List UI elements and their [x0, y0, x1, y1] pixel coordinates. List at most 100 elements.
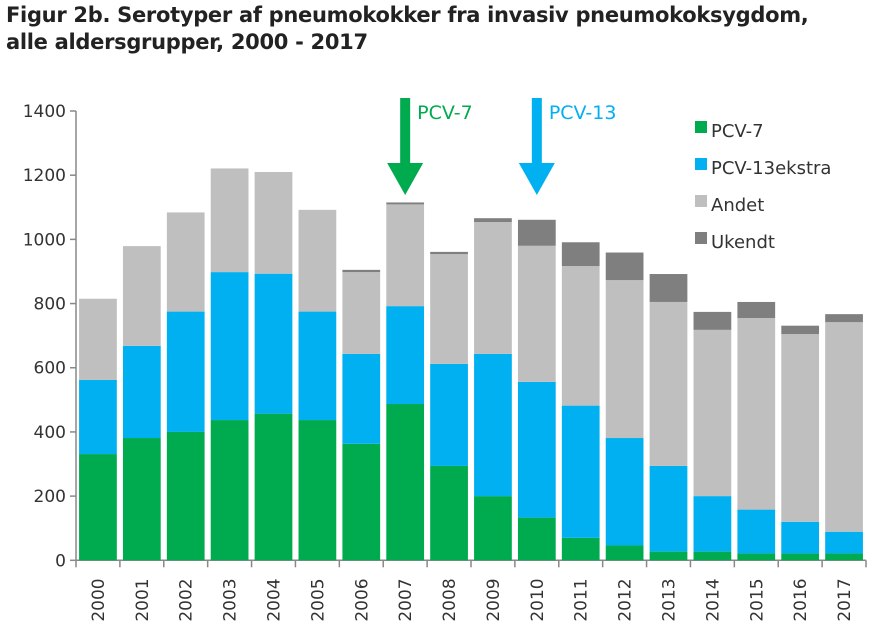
bar-segment-pcv-7-2001	[122, 438, 161, 561]
bar-segment-andet-2013	[649, 301, 688, 466]
x-tick-label: 2017	[835, 578, 855, 621]
bar-segment-pcv-13ekstra-2017	[825, 531, 863, 554]
x-tick-label: 2013	[660, 578, 680, 621]
bar-segment-pcv-7-2005	[298, 420, 337, 561]
bar-segment-pcv-13ekstra-2003	[210, 272, 249, 421]
bar-segment-andet-2004	[254, 171, 293, 274]
bar-segment-ukendt-2016	[781, 325, 820, 335]
bar-segment-pcv-13ekstra-2011	[561, 405, 600, 538]
bar-segment-andet-2003	[210, 168, 249, 273]
bar-segment-pcv-7-2006	[342, 443, 381, 561]
down-arrow-icon-shaft	[400, 98, 411, 164]
legend-label-andet: Andet	[711, 195, 764, 216]
bar-segment-pcv-13ekstra-2015	[737, 509, 776, 554]
down-arrow-icon	[387, 163, 424, 195]
bar-segment-pcv-7-2003	[210, 420, 249, 561]
bar-segment-andet-2011	[561, 266, 600, 406]
x-tick-label: 2005	[308, 578, 328, 621]
bar-segment-pcv-7-2007	[386, 404, 425, 561]
x-tick-label: 2003	[221, 578, 241, 621]
annotation-pcv-13: PCV-13	[549, 102, 617, 124]
bar-segment-pcv-13ekstra-2010	[517, 381, 556, 518]
x-tick-label: 2002	[177, 578, 197, 621]
legend-swatch	[695, 195, 707, 207]
bar-segment-pcv-13ekstra-2014	[693, 496, 732, 552]
bar-segment-pcv-7-2004	[254, 413, 293, 561]
x-tick-label: 2006	[352, 578, 372, 621]
bar-segment-andet-2007	[386, 204, 425, 307]
x-tick-label: 2008	[440, 578, 460, 621]
legend-label-pcv-13ekstra: PCV-13ekstra	[711, 158, 831, 179]
y-tick-label: 0	[55, 551, 66, 571]
legend-swatch	[695, 158, 707, 170]
bar-segment-pcv-7-2002	[166, 431, 205, 561]
bar-segment-andet-2000	[79, 298, 117, 380]
bar-segment-pcv-13ekstra-2007	[386, 306, 425, 405]
title-line-2: alle aldersgrupper, 2000 - 2017	[6, 30, 368, 54]
bar-segment-pcv-13ekstra-2009	[474, 353, 512, 497]
x-tick-label: 2012	[616, 578, 636, 621]
y-tick-label: 400	[34, 423, 66, 443]
legend-label-ukendt: Ukendt	[711, 232, 775, 253]
annotation-pcv-7: PCV-7	[417, 102, 473, 124]
x-tick-label: 2004	[265, 578, 285, 621]
bar-segment-andet-2010	[517, 245, 556, 382]
bar-segment-ukendt-2015	[737, 301, 776, 318]
bar-segment-ukendt-2009	[474, 218, 512, 223]
x-tick-label: 2015	[747, 578, 767, 621]
bar-segment-ukendt-2007	[386, 202, 425, 205]
bar-segment-ukendt-2010	[517, 219, 556, 246]
bar-segment-ukendt-2011	[561, 242, 600, 267]
bar-segment-pcv-13ekstra-2002	[166, 311, 205, 432]
bar-segment-ukendt-2008	[430, 251, 468, 255]
down-arrow-icon-shaft	[531, 98, 542, 164]
bar-segment-andet-2016	[781, 334, 820, 522]
bar-segment-pcv-7-2015	[737, 553, 776, 561]
title-line-1: Figur 2b. Serotyper af pneumokokker fra …	[6, 3, 809, 27]
bar-segment-pcv-7-2011	[561, 537, 600, 561]
bar-segment-pcv-7-2010	[517, 517, 556, 561]
bar-segment-pcv-7-2000	[79, 454, 117, 561]
bar-segment-pcv-7-2017	[825, 553, 863, 561]
bar-segment-pcv-7-2008	[430, 465, 468, 561]
bar-segment-andet-2008	[430, 254, 468, 364]
bar-segment-pcv-13ekstra-2000	[79, 379, 117, 455]
bar-segment-pcv-13ekstra-2004	[254, 273, 293, 414]
bar-segment-andet-2005	[298, 209, 337, 312]
legend-swatch	[695, 232, 707, 244]
bar-segment-ukendt-2012	[605, 252, 644, 281]
bar-segment-pcv-7-2013	[649, 551, 688, 561]
y-tick-label: 200	[34, 487, 66, 507]
bar-segment-andet-2012	[605, 280, 644, 439]
bar-segment-pcv-7-2016	[781, 553, 820, 561]
bar-segment-pcv-13ekstra-2006	[342, 353, 381, 444]
legend-swatch	[695, 121, 707, 133]
bar-segment-andet-2001	[122, 246, 161, 346]
y-tick-label: 800	[34, 295, 66, 315]
bar-segment-pcv-13ekstra-2013	[649, 465, 688, 552]
bar-segment-pcv-13ekstra-2016	[781, 521, 820, 554]
x-tick-label: 2000	[89, 578, 109, 621]
chart-title: Figur 2b. Serotyper af pneumokokker fra …	[6, 2, 809, 56]
bar-segment-ukendt-2014	[693, 311, 732, 330]
legend-label-pcv-7: PCV-7	[711, 121, 764, 142]
bar-segment-andet-2017	[825, 322, 863, 532]
bar-segment-andet-2006	[342, 272, 381, 354]
bar-segment-andet-2009	[474, 222, 512, 354]
x-tick-label: 2016	[791, 578, 811, 621]
y-tick-label: 600	[34, 359, 66, 379]
bar-segment-andet-2015	[737, 317, 776, 510]
bar-segment-pcv-7-2014	[693, 551, 732, 561]
bar-segment-ukendt-2013	[649, 274, 688, 302]
y-tick-label: 1400	[23, 102, 66, 122]
y-tick-label: 1200	[23, 166, 66, 186]
bar-segment-andet-2014	[693, 329, 732, 497]
bar-segment-pcv-7-2012	[605, 545, 644, 561]
bar-segment-andet-2002	[166, 212, 205, 312]
y-tick-label: 1000	[23, 230, 66, 250]
x-tick-label: 2007	[396, 578, 416, 621]
x-tick-label: 2014	[703, 578, 723, 621]
x-tick-label: 2009	[484, 578, 504, 621]
x-tick-label: 2011	[572, 578, 592, 621]
